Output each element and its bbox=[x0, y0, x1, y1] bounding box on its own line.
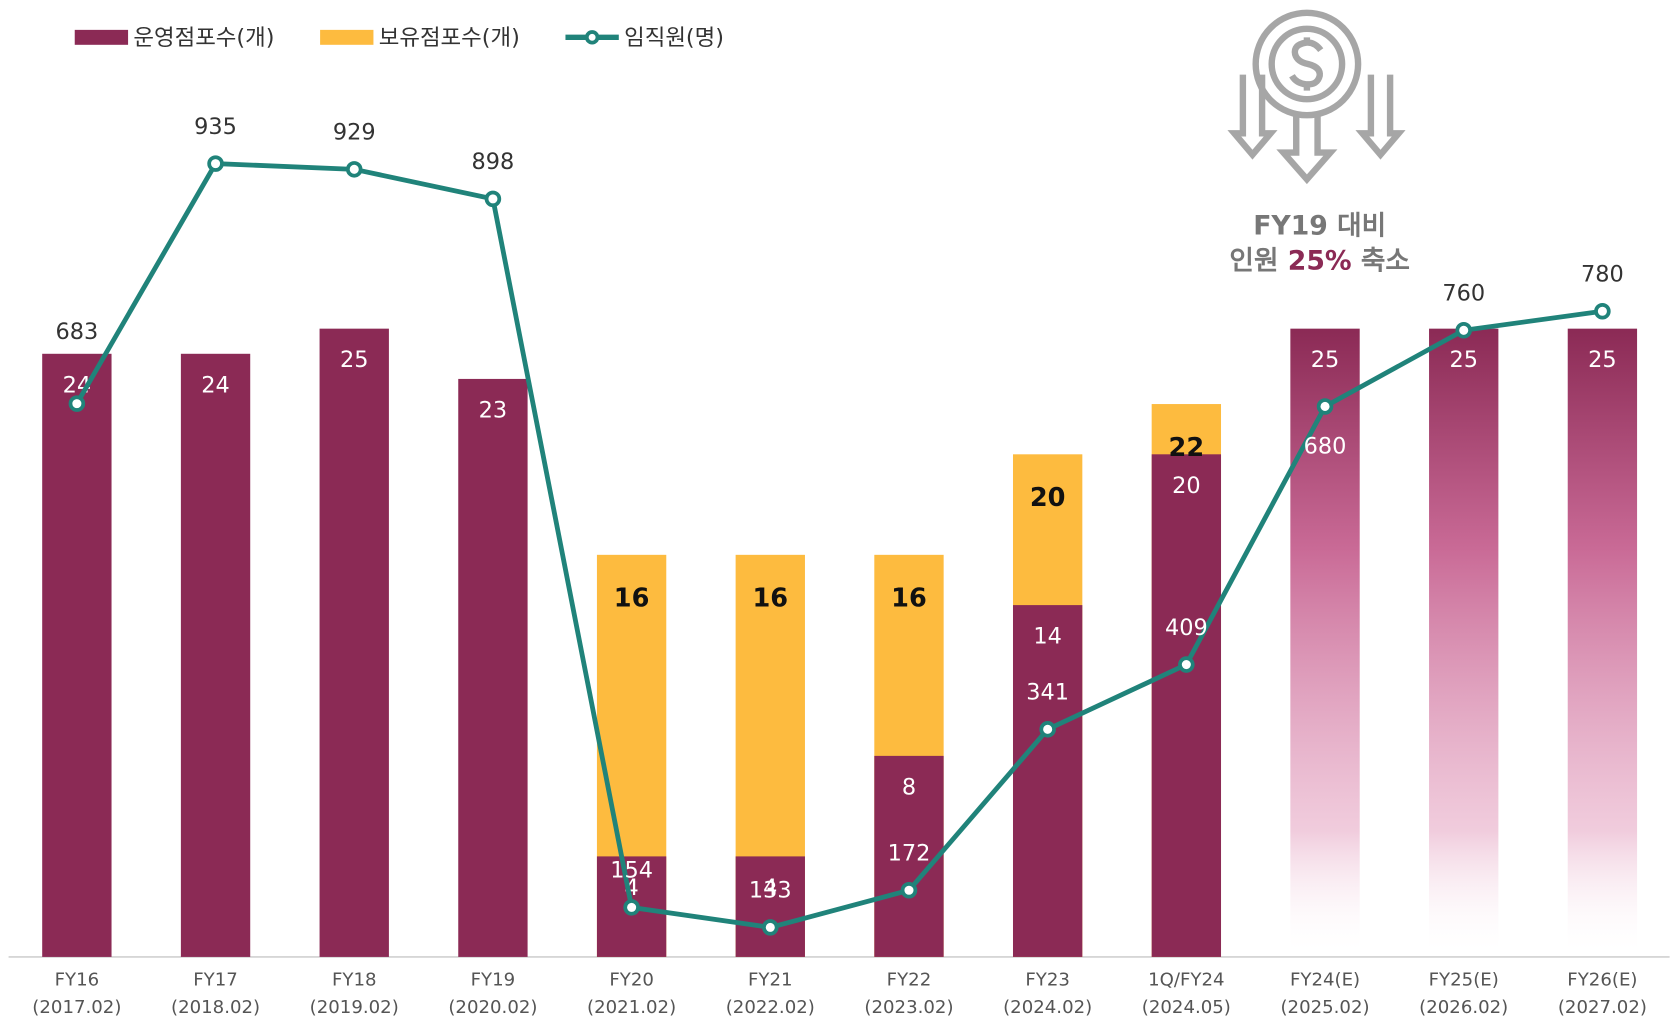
annotation-text: 인원 bbox=[1229, 245, 1278, 276]
line-point bbox=[1594, 302, 1611, 320]
data-label: 24 bbox=[201, 372, 230, 398]
line-point bbox=[68, 395, 86, 412]
line-point bbox=[1039, 721, 1056, 738]
x-tick-label: (2023.02) bbox=[864, 997, 953, 1018]
data-label: 154 bbox=[610, 858, 653, 884]
bar bbox=[319, 328, 389, 957]
legend-swatch bbox=[74, 29, 129, 45]
x-tick-label: (2024.02) bbox=[1003, 997, 1092, 1018]
line-point bbox=[623, 899, 640, 916]
data-label: 760 bbox=[1442, 281, 1485, 307]
data-label: 16 bbox=[891, 584, 927, 614]
x-tick-label: (2017.02) bbox=[32, 997, 121, 1018]
legend-label: 보유점포수(개) bbox=[379, 25, 520, 51]
data-label: 780 bbox=[1581, 261, 1624, 287]
line-point bbox=[1178, 656, 1195, 673]
bar bbox=[458, 378, 528, 957]
x-tick-label: (2026.02) bbox=[1419, 997, 1508, 1018]
data-label: 341 bbox=[1026, 680, 1069, 706]
data-label: 4 bbox=[763, 875, 777, 901]
line-point bbox=[345, 161, 363, 178]
x-tick-label: FY18 bbox=[332, 969, 377, 990]
x-tick-label: (2018.02) bbox=[171, 997, 260, 1018]
data-label: 16 bbox=[752, 584, 788, 614]
annotation: FY19 대비 bbox=[1253, 211, 1386, 242]
x-tick-label: FY19 bbox=[471, 969, 516, 990]
line-point bbox=[762, 919, 779, 936]
legend-label: 운영점포수(개) bbox=[133, 25, 274, 51]
annotation-highlight: 25% bbox=[1288, 245, 1352, 276]
x-tick-label: FY25(E) bbox=[1429, 969, 1499, 990]
bar bbox=[42, 353, 112, 957]
data-label: 25 bbox=[340, 347, 369, 373]
bar bbox=[735, 856, 805, 957]
legend-marker bbox=[584, 30, 600, 45]
bar bbox=[1567, 328, 1638, 957]
x-tick-label: (2019.02) bbox=[310, 997, 399, 1018]
bar bbox=[874, 755, 944, 957]
data-label: 133 bbox=[749, 878, 792, 904]
data-label: 683 bbox=[55, 319, 98, 345]
x-tick-label: (2020.02) bbox=[448, 997, 537, 1018]
bar bbox=[1151, 454, 1222, 957]
icon bbox=[1227, 9, 1406, 185]
bar bbox=[180, 353, 251, 957]
line-point bbox=[484, 190, 502, 208]
data-label: 172 bbox=[888, 840, 931, 866]
x-tick-label: FY23 bbox=[1025, 969, 1070, 990]
data-label: 8 bbox=[902, 774, 916, 800]
annotation-text: 축소 bbox=[1361, 245, 1410, 276]
data-label: 16 bbox=[614, 584, 650, 614]
line-point bbox=[1455, 322, 1472, 339]
annotation: 인원 25% 축소 bbox=[1229, 245, 1410, 276]
bar bbox=[1012, 605, 1083, 957]
line-point bbox=[900, 881, 918, 899]
data-label: 14 bbox=[1033, 624, 1062, 650]
x-tick-label: (2024.05) bbox=[1142, 997, 1231, 1018]
line-point bbox=[1316, 398, 1334, 415]
data-label: 929 bbox=[333, 120, 376, 146]
data-label: 20 bbox=[1030, 483, 1066, 513]
data-label: 680 bbox=[1304, 434, 1347, 460]
x-tick-label: FY26(E) bbox=[1567, 969, 1637, 990]
bar bbox=[1429, 328, 1499, 957]
x-tick-label: (2022.02) bbox=[726, 997, 815, 1018]
x-tick-label: FY21 bbox=[748, 969, 793, 990]
x-tick-label: 1Q/FY24 bbox=[1148, 969, 1224, 990]
data-label: 409 bbox=[1165, 615, 1208, 641]
data-label: 935 bbox=[194, 114, 237, 140]
x-tick-label: FY17 bbox=[193, 969, 238, 990]
data-label: 20 bbox=[1172, 473, 1201, 499]
x-tick-label: (2025.02) bbox=[1280, 997, 1369, 1018]
line-point bbox=[207, 155, 224, 172]
data-label: 898 bbox=[472, 149, 515, 175]
x-tick-label: FY20 bbox=[609, 969, 654, 990]
line bbox=[74, 161, 1603, 930]
data-label: 25 bbox=[1588, 347, 1616, 373]
data-label: 25 bbox=[1311, 347, 1339, 373]
data-label: 23 bbox=[479, 397, 508, 423]
data-label: 22 bbox=[1169, 433, 1205, 463]
x-tick-label: (2027.02) bbox=[1558, 997, 1647, 1018]
legend-swatch bbox=[320, 29, 374, 45]
x-tick-label: FY24(E) bbox=[1290, 969, 1360, 990]
bar bbox=[1290, 328, 1360, 957]
x-tick-label: FY22 bbox=[887, 969, 932, 990]
x-tick-label: (2021.02) bbox=[587, 997, 676, 1018]
legend-label: 임직원(명) bbox=[624, 25, 724, 51]
x-tick-label: FY16 bbox=[55, 969, 100, 990]
data-label: 25 bbox=[1449, 347, 1478, 373]
